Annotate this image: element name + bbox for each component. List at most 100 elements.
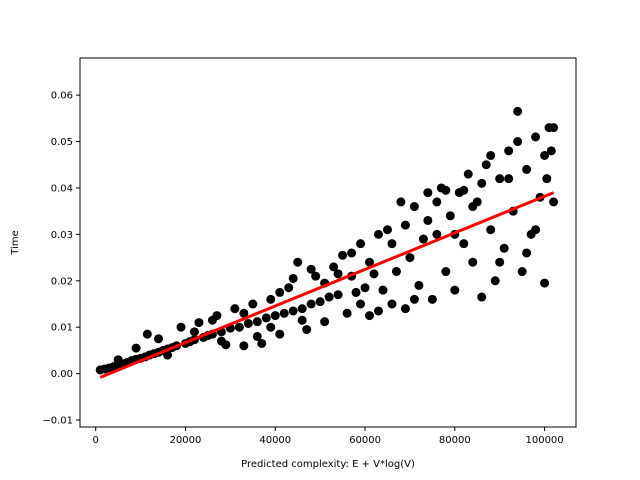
scatter-point: [400, 304, 410, 314]
scatter-point: [302, 325, 312, 335]
scatter-point: [315, 297, 325, 307]
scatter-point: [329, 262, 339, 272]
scatter-point: [266, 294, 276, 304]
scatter-point: [459, 185, 469, 195]
scatter-point: [257, 338, 267, 348]
scatter-point: [463, 169, 473, 179]
scatter-point: [414, 280, 424, 290]
y-tick-label: 0.04: [51, 183, 73, 194]
scatter-point: [490, 276, 500, 286]
x-tick-label: 100000: [525, 435, 563, 446]
fit-line: [99, 191, 555, 379]
scatter-point: [252, 317, 262, 327]
scatter-point: [495, 257, 505, 267]
scatter-point: [540, 150, 550, 160]
scatter-point: [284, 283, 294, 293]
scatter-point: [360, 283, 370, 293]
scatter-point: [387, 299, 397, 309]
scatter-point: [546, 146, 556, 156]
scatter-point: [477, 178, 487, 188]
scatter-point: [441, 267, 451, 277]
scatter-point: [163, 350, 173, 360]
scatter-point: [311, 271, 321, 281]
scatter-point: [234, 322, 244, 332]
scatter-point: [154, 334, 164, 344]
scatter-point: [427, 294, 437, 304]
scatter-point: [293, 257, 303, 267]
scatter-point: [374, 229, 383, 239]
scatter-point: [275, 287, 285, 297]
scatter-point: [513, 106, 523, 116]
scatter-point: [356, 299, 366, 309]
scatter-points: [95, 106, 559, 375]
scatter-point: [542, 174, 552, 184]
scatter-point: [239, 308, 249, 318]
scatter-point: [194, 318, 204, 328]
y-tick-label: 0.00: [51, 369, 73, 380]
scatter-point: [396, 197, 406, 207]
scatter-point: [549, 123, 559, 133]
scatter-point: [378, 285, 388, 295]
scatter-point: [549, 197, 559, 207]
y-tick-label: 0.02: [51, 276, 73, 287]
scatter-point: [486, 150, 496, 160]
scatter-point: [347, 248, 357, 258]
fit-line-layer: [99, 191, 555, 379]
scatter-point: [239, 341, 249, 351]
x-tick-label: 80000: [439, 435, 471, 446]
x-axis-ticks: 0 20000 40000 60000 80000 100000: [93, 427, 564, 446]
scatter-point: [445, 211, 455, 221]
scatter-point: [252, 331, 262, 341]
scatter-point: [382, 225, 392, 235]
scatter-point: [423, 215, 433, 225]
scatter-point: [333, 269, 343, 279]
scatter-point: [306, 299, 316, 309]
scatter-point: [333, 290, 343, 300]
scatter-point: [351, 287, 361, 297]
scatter-point: [499, 243, 509, 253]
scatter-point: [409, 294, 419, 304]
x-tick-label: 60000: [349, 435, 381, 446]
x-tick-label: 40000: [259, 435, 291, 446]
y-tick-label: −0.01: [42, 416, 73, 427]
scatter-point: [495, 174, 505, 184]
scatter-point: [306, 264, 316, 274]
scatter-point: [131, 343, 141, 353]
x-tick-label: 0: [93, 435, 99, 446]
scatter-point: [432, 197, 442, 207]
scatter-point: [531, 132, 541, 142]
scatter-point: [288, 273, 298, 283]
scatter-point: [513, 137, 523, 147]
x-axis-label: Predicted complexity: E + V*log(V): [241, 459, 415, 470]
scatter-point: [400, 220, 410, 230]
scatter-point: [176, 322, 186, 332]
scatter-point: [243, 318, 253, 328]
y-tick-label: 0.05: [51, 137, 73, 148]
y-tick-label: 0.03: [51, 230, 73, 241]
scatter-point: [468, 202, 478, 212]
scatter-point: [266, 322, 276, 332]
scatter-point: [517, 267, 527, 277]
scatter-point: [369, 269, 379, 279]
scatter-point: [356, 239, 366, 249]
scatter-point: [207, 315, 217, 325]
scatter-point: [522, 248, 532, 258]
y-tick-label: 0.01: [51, 323, 73, 334]
scatter-point: [365, 311, 375, 321]
plot-frame: [79, 57, 577, 428]
scatter-point: [275, 329, 285, 339]
scatter-point: [230, 304, 240, 314]
scatter-point: [248, 299, 258, 309]
scatter-point: [338, 250, 348, 260]
scatter-point: [297, 315, 307, 325]
scatter-point: [486, 225, 496, 235]
scatter-point: [288, 306, 298, 316]
x-tick-label: 20000: [170, 435, 202, 446]
scatter-point: [216, 336, 226, 346]
scatter-point: [405, 253, 415, 263]
scatter-point: [504, 174, 514, 184]
y-tick-label: 0.06: [51, 91, 73, 102]
scatter-point: [270, 311, 280, 321]
scatter-point: [468, 257, 478, 267]
